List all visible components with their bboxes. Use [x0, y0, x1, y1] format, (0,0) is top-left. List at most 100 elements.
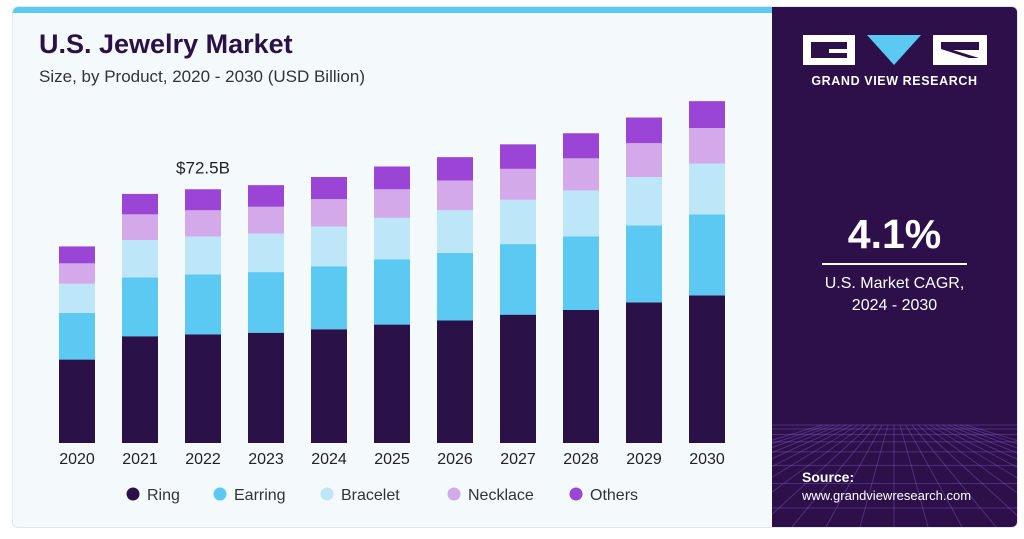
bar-segment-others-2028: [563, 133, 599, 159]
bar-segment-others-2030: [689, 101, 725, 128]
chart-title: U.S. Jewelry Market: [39, 29, 293, 59]
grid-line: [941, 424, 1017, 460]
grid-line: [935, 424, 1017, 468]
bar-segment-necklace-2024: [311, 199, 347, 227]
legend-label-necklace: Necklace: [468, 487, 534, 504]
grid-line: [772, 424, 835, 449]
legend-marker-ring: [126, 487, 140, 501]
bar-segment-ring-2021: [122, 336, 158, 443]
grid-line: [772, 424, 853, 468]
bar-segment-ring-2028: [563, 310, 599, 443]
bar-segment-necklace-2025: [374, 189, 410, 218]
bar-segment-bracelet-2022: [185, 236, 221, 275]
summary-panel: GRAND VIEW RESEARCH 4.1% U.S. Market CAG…: [772, 7, 1017, 527]
x-tick-label-2029: 2029: [626, 451, 662, 468]
chart-subtitle: Size, by Product, 2020 - 2030 (USD Billi…: [39, 67, 365, 86]
infographic-card: U.S. Jewelry Market Size, by Product, 20…: [12, 6, 1018, 528]
bar-segment-earring-2028: [563, 236, 599, 310]
x-tick-label-2030: 2030: [689, 451, 725, 468]
grand-view-research-logo-icon: [803, 35, 987, 65]
grid-line: [791, 424, 877, 527]
grid-line: [959, 424, 1017, 445]
x-tick-label-2025: 2025: [374, 451, 410, 468]
x-tick-label-2022: 2022: [185, 451, 221, 468]
bar-segment-ring-2030: [689, 295, 725, 443]
cagr-label-line-2: 2024 - 2030: [851, 297, 938, 314]
cagr-label: U.S. Market CAGR, 2024 - 2030: [772, 273, 1017, 317]
x-tick-label-2024: 2024: [311, 451, 347, 468]
bar-segment-ring-2024: [311, 329, 347, 443]
bar-segment-bracelet-2028: [563, 190, 599, 237]
grid-line: [953, 424, 1017, 449]
x-tick-label-2023: 2023: [248, 451, 284, 468]
bar-segment-bracelet-2030: [689, 163, 725, 215]
data-label-2022: $72.5B: [176, 158, 230, 177]
grid-line: [899, 424, 929, 527]
bar-segment-others-2023: [248, 185, 284, 207]
legend-label-others: Others: [590, 487, 638, 504]
grid-line: [772, 424, 859, 478]
cagr-value: 4.1%: [847, 211, 942, 257]
bar-segment-earring-2026: [437, 252, 473, 321]
x-tick-label-2028: 2028: [563, 451, 599, 468]
bar-segment-earring-2025: [374, 259, 410, 325]
divider: [822, 263, 967, 265]
grid-line: [917, 424, 1017, 516]
bar-segment-necklace-2026: [437, 180, 473, 211]
bar-segment-bracelet-2024: [311, 226, 347, 267]
source-url[interactable]: www.grandviewresearch.com: [802, 488, 972, 503]
perspective-grid-decoration: [772, 424, 1017, 527]
grid-line: [905, 424, 963, 527]
bar-segment-necklace-2022: [185, 210, 221, 237]
legend-marker-bracelet: [320, 487, 334, 501]
bar-segment-bracelet-2023: [248, 233, 284, 273]
bar-segment-necklace-2023: [248, 206, 284, 234]
bar-segment-ring-2025: [374, 324, 410, 443]
bar-segment-necklace-2020: [59, 263, 95, 284]
legend-marker-necklace: [447, 487, 461, 501]
bar-segment-ring-2029: [626, 302, 662, 443]
bar-segment-earring-2027: [500, 244, 536, 315]
legend-label-earring: Earring: [234, 487, 286, 504]
grid-line: [825, 424, 883, 527]
x-tick-label-2026: 2026: [437, 451, 473, 468]
stacked-bar-chart: 2020 2021 2022 2023 2024 2025 2026 2027 2028 2029…: [59, 101, 725, 504]
source-heading: Source:: [802, 469, 855, 485]
bar-segment-bracelet-2021: [122, 240, 158, 278]
bar-segment-earring-2021: [122, 277, 158, 337]
bar-segment-ring-2023: [248, 332, 284, 443]
bar-segment-necklace-2028: [563, 158, 599, 191]
bar-segment-earring-2020: [59, 312, 95, 360]
bar-segment-earring-2022: [185, 274, 221, 335]
bar-segment-necklace-2029: [626, 143, 662, 177]
bar-segment-necklace-2021: [122, 214, 158, 240]
grid-line: [772, 424, 829, 445]
grid-line: [911, 424, 997, 527]
bar-segment-others-2022: [185, 189, 221, 211]
bar-segment-earring-2029: [626, 225, 662, 303]
legend-marker-others: [569, 487, 583, 501]
bar-segment-earring-2030: [689, 214, 725, 296]
grid-line: [923, 424, 1017, 494]
grid-line: [772, 424, 865, 493]
grid-line: [859, 424, 889, 527]
grid-line: [947, 424, 1017, 454]
x-tick-label-2020: 2020: [59, 451, 95, 468]
x-tick-label-2027: 2027: [500, 451, 536, 468]
cagr-label-line-1: U.S. Market CAGR,: [824, 275, 965, 292]
bar-segment-ring-2027: [500, 314, 536, 443]
x-tick-label-2021: 2021: [122, 451, 158, 468]
bar-segment-others-2027: [500, 144, 536, 169]
bar-segment-bracelet-2025: [374, 217, 410, 260]
grid-line: [772, 424, 841, 454]
bar-segment-necklace-2030: [689, 128, 725, 164]
bar-segment-ring-2022: [185, 334, 221, 443]
bar-segment-bracelet-2020: [59, 283, 95, 313]
bar-segment-earring-2024: [311, 266, 347, 330]
bar-segment-bracelet-2027: [500, 199, 536, 245]
grid-line: [772, 424, 847, 460]
bar-segment-ring-2020: [59, 359, 95, 443]
bar-segment-others-2020: [59, 246, 95, 264]
legend-marker-earring: [213, 487, 227, 501]
bar-segment-necklace-2027: [500, 168, 536, 200]
